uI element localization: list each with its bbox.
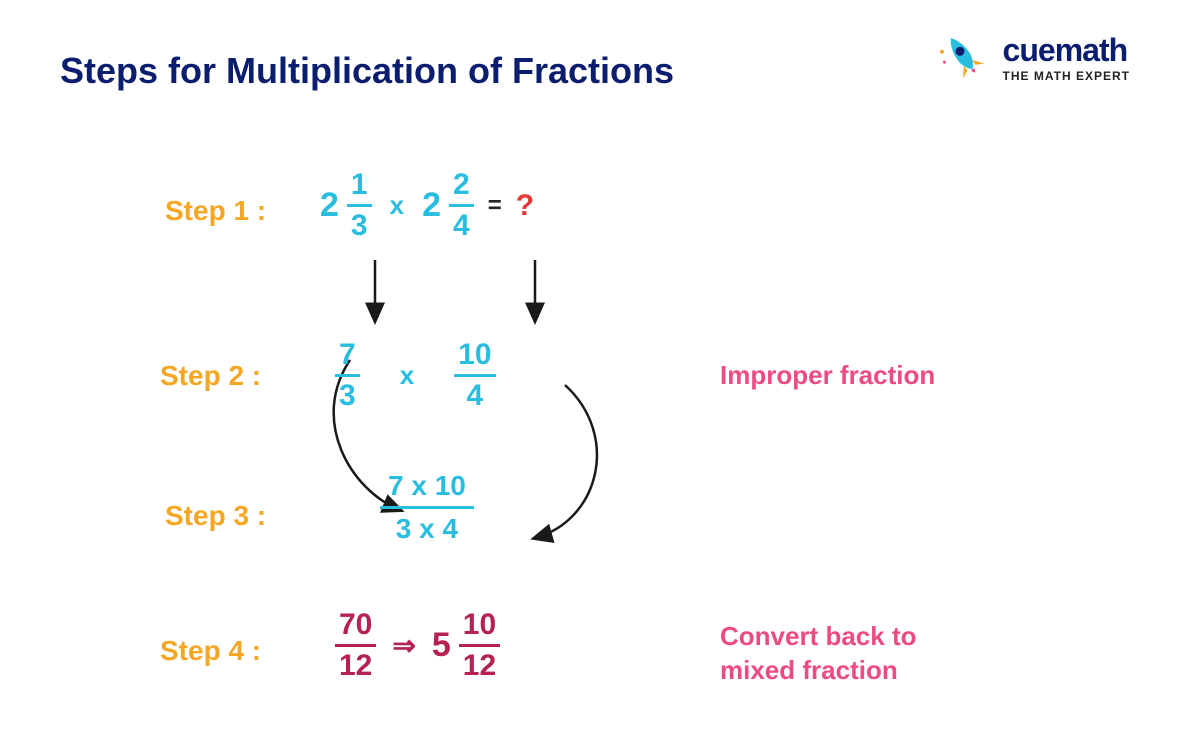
s3-frac: 7 x 10 3 x 4 bbox=[380, 470, 474, 545]
brand-logo: cuemath THE MATH EXPERT bbox=[937, 30, 1130, 84]
s1-whole-a: 2 bbox=[320, 186, 339, 225]
convert-annotation: Convert back to mixed fraction bbox=[720, 620, 917, 688]
double-arrow-icon: ⇒ bbox=[392, 629, 415, 662]
s4-frac-b: 10 12 bbox=[459, 610, 500, 681]
step3-label: Step 3 : bbox=[165, 500, 266, 532]
step1-label: Step 1 : bbox=[165, 195, 266, 227]
question-mark: ? bbox=[516, 189, 534, 223]
math-stage: 2 1 3 x 2 2 4 = ? 7 3 x 10 4 7 x bbox=[300, 160, 700, 720]
s1-frac-b: 2 4 bbox=[449, 170, 474, 241]
step2-expression: 7 3 x 10 4 bbox=[335, 340, 496, 411]
s1-op: x bbox=[390, 190, 404, 221]
s4-frac-a: 70 12 bbox=[335, 610, 376, 681]
step4-label: Step 4 : bbox=[160, 635, 261, 667]
rocket-icon bbox=[937, 30, 991, 84]
equals-sign: = bbox=[488, 192, 502, 220]
s2-frac-b: 10 4 bbox=[454, 340, 495, 411]
page-title: Steps for Multiplication of Fractions bbox=[60, 50, 674, 92]
step1-expression: 2 1 3 x 2 2 4 = ? bbox=[320, 170, 534, 241]
s1-whole-b: 2 bbox=[422, 186, 441, 225]
step4-expression: 70 12 ⇒ 5 10 12 bbox=[335, 610, 500, 681]
s2-frac-a: 7 3 bbox=[335, 340, 360, 411]
s1-frac-a: 1 3 bbox=[347, 170, 372, 241]
s4-whole: 5 bbox=[432, 626, 451, 665]
logo-brand-text: cuemath bbox=[1003, 32, 1130, 69]
logo-tagline: THE MATH EXPERT bbox=[1003, 69, 1130, 83]
step3-expression: 7 x 10 3 x 4 bbox=[380, 470, 474, 545]
s2-op: x bbox=[400, 360, 414, 391]
improper-annotation: Improper fraction bbox=[720, 360, 935, 391]
step2-label: Step 2 : bbox=[160, 360, 261, 392]
